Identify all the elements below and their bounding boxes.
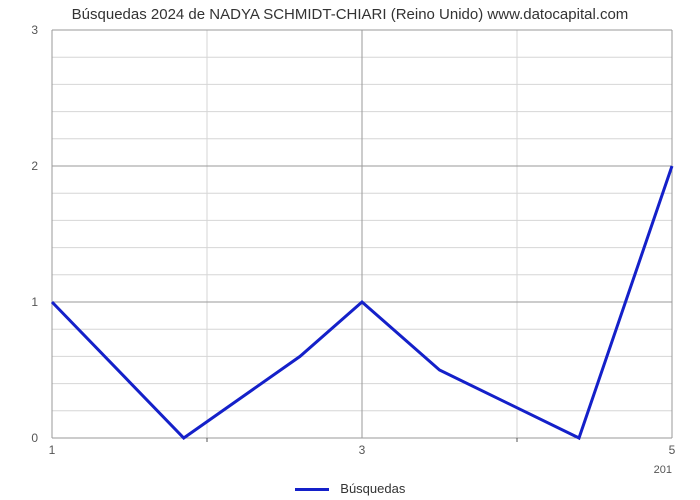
legend: Búsquedas	[0, 481, 700, 496]
line-chart: Búsquedas 2024 de NADYA SCHMIDT-CHIARI (…	[0, 0, 700, 500]
svg-text:0: 0	[31, 431, 38, 445]
svg-text:3: 3	[31, 23, 38, 37]
svg-text:5: 5	[669, 443, 676, 457]
svg-text:2: 2	[31, 159, 38, 173]
svg-text:1: 1	[49, 443, 56, 457]
svg-text:1: 1	[31, 295, 38, 309]
svg-text:3: 3	[359, 443, 366, 457]
x-axis-footer: 201	[654, 464, 672, 476]
chart-svg: 1350123	[0, 0, 700, 500]
legend-line-icon	[295, 488, 329, 491]
legend-label: Búsquedas	[340, 481, 405, 496]
